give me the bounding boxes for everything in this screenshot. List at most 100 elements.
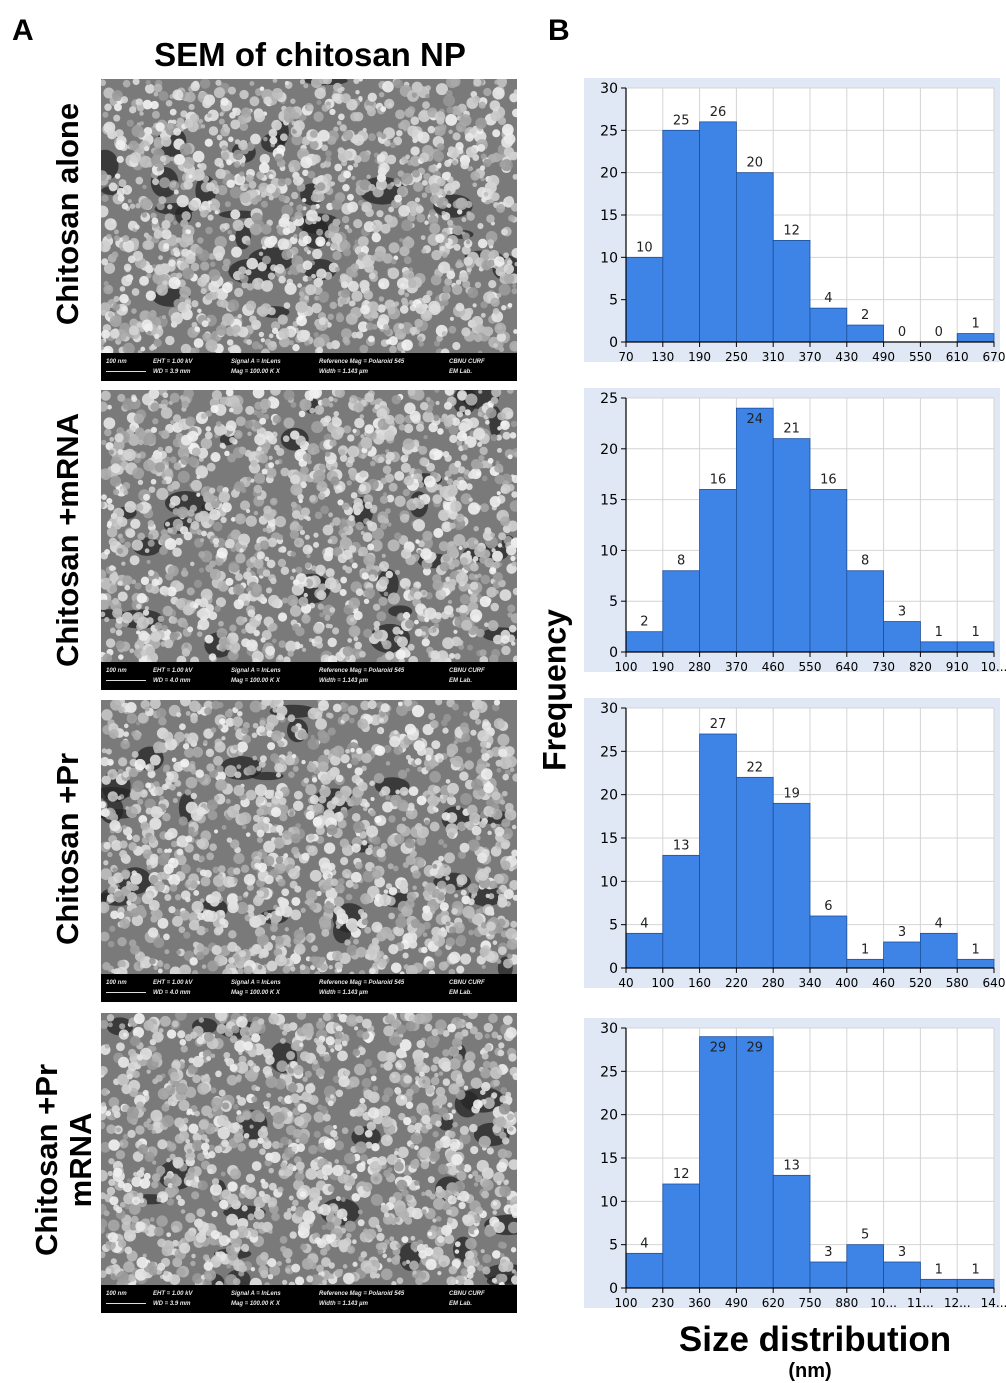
bar-value-label: 1 [935, 625, 943, 640]
histogram-bar [919, 1278, 958, 1289]
sem-eht: EHT = 1.00 kV [153, 1291, 193, 1297]
histogram-bar [625, 631, 664, 653]
histogram-bar [772, 802, 811, 969]
x-tick-label: 520 [909, 976, 932, 990]
bar-value-label: 4 [640, 916, 648, 931]
y-tick-label: 5 [609, 293, 618, 309]
histogram-chitosan-alone: 10 25 26 20 12 4 2 0 0 1 0 5 10 15 20 25 30 70 130 190 250 31… [584, 78, 1006, 370]
x-tick-label: 490 [872, 350, 895, 364]
y-tick-label: 25 [600, 391, 618, 407]
bar-value-label: 12 [783, 223, 800, 238]
bar-value-label: 0 [935, 325, 943, 340]
histogram-bar [699, 1036, 737, 1289]
x-tick-label: 100 [651, 976, 674, 990]
bar-value-label: 1 [861, 942, 869, 957]
sem-ref-mag: Reference Mag = Polaroid 545 [319, 668, 405, 674]
bar-value-label: 13 [783, 1158, 800, 1173]
bar-value-label: 3 [824, 1245, 832, 1260]
bar-value-label: 1 [971, 1262, 979, 1277]
y-tick-label: 30 [600, 1021, 618, 1037]
x-tick-label: 160 [688, 976, 711, 990]
histogram-bar [846, 958, 884, 969]
histogram-bar [919, 641, 958, 653]
x-tick-label: 280 [688, 660, 711, 674]
sem-mag: Mag = 100.00 K X [231, 1301, 280, 1307]
x-tick-label: 670 [983, 350, 1006, 364]
sem-signal: Signal A = InLens [231, 1291, 281, 1297]
sem-scale-label: 100 nm [106, 359, 127, 365]
bar-value-label: 16 [710, 472, 727, 487]
x-axis-unit: (nm) [788, 1360, 832, 1382]
x-tick-label: 750 [799, 1296, 822, 1310]
x-axis-label: Size distribution [678, 1320, 952, 1359]
x-tick-label: 550 [909, 350, 932, 364]
y-tick-label: 10 [600, 250, 618, 266]
bar-value-label: 22 [747, 760, 764, 775]
x-tick-label: 130 [651, 350, 674, 364]
y-tick-label: 15 [600, 831, 618, 847]
y-tick-label: 5 [609, 918, 618, 934]
x-tick-label: 370 [799, 350, 822, 364]
x-tick-label: 880 [835, 1296, 858, 1310]
bar-value-label: 19 [783, 786, 800, 801]
bar-value-label: 29 [710, 1041, 727, 1056]
x-tick-label: 10... [870, 1296, 897, 1310]
x-tick-label: 360 [688, 1296, 711, 1310]
y-axis-label: Frequency [536, 609, 573, 771]
histogram-chitosan-mrna: 2 8 16 24 21 16 8 3 1 1 0 5 10 15 20 25 100 190 280 370 460 5… [584, 388, 1006, 680]
y-tick-label: 15 [600, 493, 618, 509]
sem-eht: EHT = 1.00 kV [153, 359, 193, 365]
x-tick-label: 190 [688, 350, 711, 364]
x-tick-label: 490 [725, 1296, 748, 1310]
y-tick-label: 20 [600, 442, 618, 458]
sem-signal: Signal A = InLens [231, 980, 281, 986]
y-tick-label: 10 [600, 874, 618, 890]
sem-mag: Mag = 100.00 K X [231, 369, 280, 375]
sem-wd: WD = 3.9 mm [153, 369, 191, 375]
x-tick-label: 70 [618, 350, 633, 364]
bar-value-label: 13 [673, 838, 690, 853]
sem-image-chitosan-alone: 100 nm EHT = 1.00 kV WD = 3.9 mm Signal A =… [101, 79, 517, 381]
bar-value-label: 3 [898, 1245, 906, 1260]
sem-eht: EHT = 1.00 kV [153, 668, 193, 674]
y-tick-label: 10 [600, 1194, 618, 1210]
x-tick-label: 11... [907, 1296, 934, 1310]
y-tick-label: 5 [609, 1238, 618, 1254]
x-tick-label: 640 [983, 976, 1006, 990]
sem-wd: WD = 3.9 mm [153, 1301, 191, 1307]
histogram-bar [735, 172, 774, 343]
y-tick-label: 20 [600, 166, 618, 182]
x-tick-label: 12... [944, 1296, 971, 1310]
histogram-bar [662, 1183, 701, 1289]
sem-lab2: EM Lab. [449, 678, 473, 684]
y-tick-label: 0 [609, 335, 618, 351]
histogram-bar [883, 621, 921, 653]
sem-ref-mag: Reference Mag = Polaroid 545 [319, 980, 405, 986]
x-tick-label: 620 [762, 1296, 785, 1310]
bar-value-label: 4 [935, 916, 943, 931]
histogram-bar [809, 307, 848, 343]
histogram-bar [625, 1252, 664, 1289]
histogram-bar [956, 333, 995, 343]
panel-letter-a: A [12, 14, 34, 47]
bar-value-label: 1 [971, 317, 979, 332]
bar-value-label: 29 [747, 1041, 764, 1056]
sem-width: Width = 1.143 µm [319, 369, 368, 375]
sem-image-chitosan-pr: 100 nm EHT = 1.00 kV WD = 4.0 mm Signal A =… [101, 700, 517, 1002]
histogram-bar [735, 407, 774, 653]
bar-value-label: 4 [824, 291, 832, 306]
bar-value-label: 0 [898, 325, 906, 340]
histogram-bar [956, 958, 995, 969]
sem-mag: Mag = 100.00 K X [231, 990, 280, 996]
bar-value-label: 1 [935, 1262, 943, 1277]
x-tick-label: 550 [799, 660, 822, 674]
histogram-bar [662, 854, 701, 969]
row-label-line1: Chitosan +Pr [29, 1063, 64, 1257]
y-tick-label: 30 [600, 701, 618, 717]
bar-value-label: 8 [677, 554, 685, 569]
histogram-bar [846, 570, 884, 653]
y-tick-label: 20 [600, 788, 618, 804]
histogram-bar [846, 1244, 884, 1289]
sem-image-chitosan-mrna: 100 nm EHT = 1.00 kV WD = 4.0 mm Signal A =… [101, 390, 517, 690]
bar-value-label: 24 [747, 412, 764, 427]
